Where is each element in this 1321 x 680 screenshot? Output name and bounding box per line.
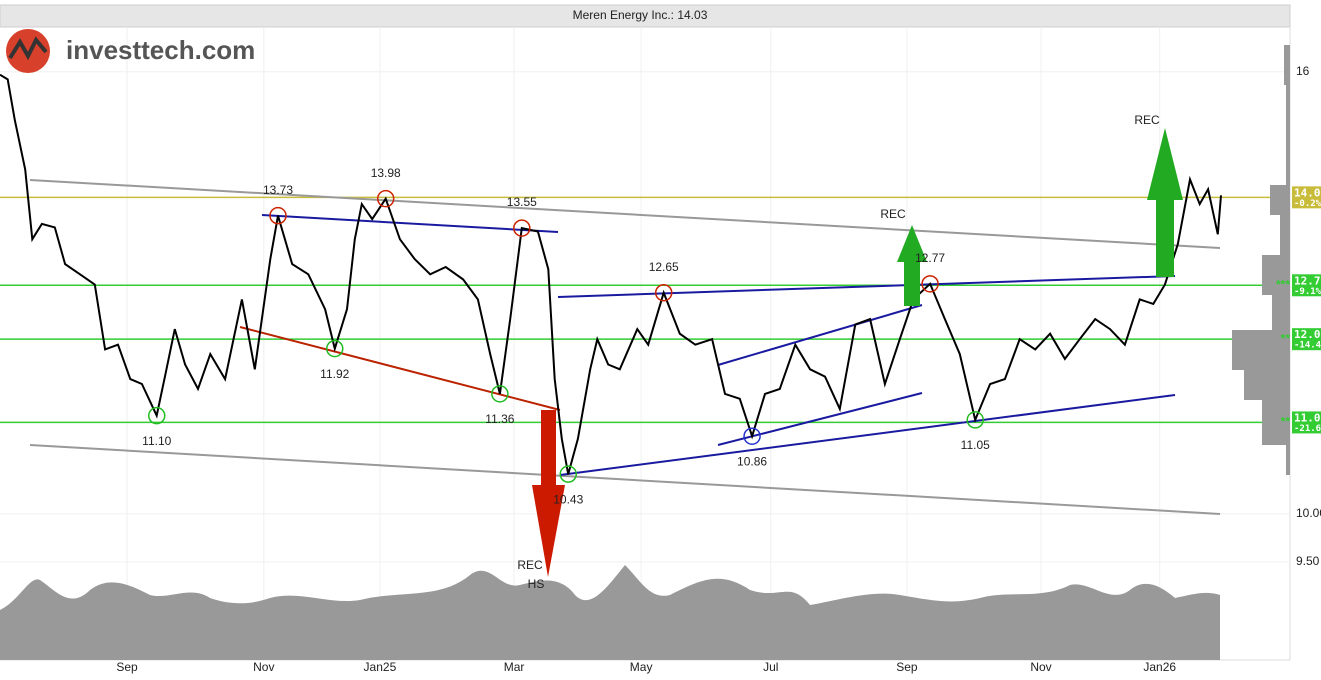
pivot-marker (513, 219, 531, 237)
pivot-marker (376, 189, 395, 208)
pivot-label: 10.86 (737, 454, 767, 468)
pivot-marker (921, 275, 939, 293)
pivot-marker (326, 339, 344, 358)
level-change: -21.6 (1294, 424, 1321, 434)
pivot-label: 11.36 (485, 412, 514, 426)
level-stars: ** (1281, 415, 1291, 429)
signal-arrows (532, 128, 1183, 577)
level-stars: ** (1281, 331, 1291, 345)
level-stars: *** (1276, 277, 1290, 291)
y-tick-label: 10.00 (1296, 506, 1321, 520)
grid (0, 27, 1290, 660)
signal-label: REC (880, 207, 906, 221)
level-label: 14.0 (1294, 186, 1321, 199)
x-tick-label: Jan25 (364, 660, 397, 674)
x-tick-label: Sep (896, 660, 918, 674)
signal-pattern: HS (528, 577, 545, 591)
level-change: -9.1% (1294, 287, 1321, 297)
y-tick-label: 9.50 (1296, 554, 1320, 568)
pivot-label: 11.92 (320, 367, 349, 381)
trend-lines (29, 179, 1221, 515)
y-tick-label: 16 (1296, 64, 1310, 78)
x-tick-label: May (630, 660, 653, 674)
level-change: -14.4 (1294, 341, 1321, 351)
title-bar (0, 4, 1291, 28)
pivot-marker (491, 385, 509, 403)
signal-label: REC (517, 558, 543, 572)
level-box (1292, 328, 1321, 351)
marks (0, 73, 1222, 483)
logo-text: investtech.com (66, 35, 255, 65)
x-tick-label: Jul (763, 660, 778, 674)
volume-area (0, 565, 1220, 660)
pivot-label: 11.05 (961, 438, 990, 452)
x-tick-label: Nov (1030, 660, 1051, 674)
pivot-label: 11.10 (142, 434, 171, 448)
chart-title: Meren Energy Inc.: 14.03 (573, 8, 708, 22)
pivot-marker (269, 206, 287, 225)
logo: investtech.com (6, 29, 255, 73)
level-box (1292, 186, 1321, 209)
pivot-label: 13.73 (263, 183, 293, 197)
x-tick-label: Mar (504, 660, 525, 674)
pivot-marker (654, 283, 673, 302)
signal-label: REC (1134, 113, 1160, 127)
level-box (1292, 274, 1321, 297)
level-box (1292, 411, 1321, 434)
level-change: -0.2% (1294, 199, 1321, 209)
pivot-label: 12.65 (649, 260, 679, 274)
pivot-marker (966, 411, 984, 429)
level-label: 11.0 (1294, 411, 1321, 424)
pivot-label: 13.55 (507, 195, 537, 209)
x-tick-label: Jan26 (1143, 660, 1176, 674)
level-label: 12.7 (1294, 274, 1321, 287)
level-label: 12.0 (1294, 328, 1321, 341)
x-tick-label: Sep (116, 660, 138, 674)
pivot-marker (147, 406, 166, 425)
pivot-label: 10.43 (553, 492, 583, 506)
pivot-marker (559, 465, 577, 483)
price-line (0, 73, 1222, 475)
x-tick-label: Nov (253, 660, 274, 674)
pivot-marker (743, 427, 761, 445)
pivot-label: 12.77 (915, 251, 945, 265)
pivot-label: 13.98 (371, 166, 401, 180)
volume-profile (1232, 45, 1290, 475)
